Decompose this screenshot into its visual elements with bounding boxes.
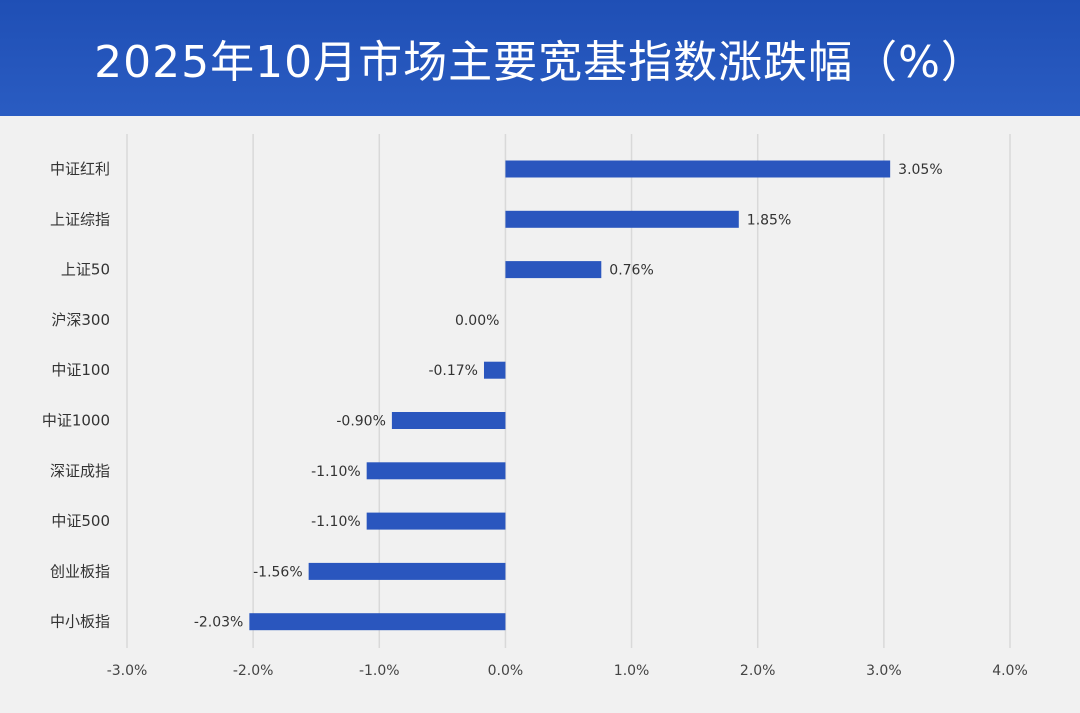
value-label: 1.85%: [747, 212, 791, 228]
category-label: 沪深300: [51, 311, 110, 329]
value-label: 3.05%: [898, 162, 942, 178]
bar: [505, 160, 891, 178]
bar: [308, 562, 506, 580]
bar: [505, 210, 739, 228]
x-tick-label: 0.0%: [488, 663, 524, 679]
x-tick-label: -1.0%: [359, 663, 400, 679]
x-tick-label: -2.0%: [233, 663, 274, 679]
value-label: -1.10%: [311, 464, 361, 480]
category-label: 创业板指: [50, 562, 110, 580]
category-label: 中证100: [51, 361, 110, 379]
x-tick-label: 1.0%: [614, 663, 650, 679]
value-label: -1.10%: [311, 514, 361, 530]
value-label: -0.90%: [336, 414, 386, 430]
x-axis-tick-labels: -3.0% -2.0% -1.0% 0.0% 1.0% 2.0% 3.0% 4.0%: [107, 663, 1028, 679]
x-tick-label: 2.0%: [740, 663, 776, 679]
bar: [249, 613, 506, 631]
chart-title: 2025年10月市场主要宽基指数涨跌幅（%）: [94, 37, 986, 88]
category-label: 中证500: [51, 512, 110, 530]
bar: [505, 261, 602, 279]
bar: [483, 361, 506, 379]
x-tick-label: -3.0%: [107, 663, 148, 679]
value-label: 0.00%: [455, 313, 499, 329]
value-label: -0.17%: [428, 363, 478, 379]
bars: [249, 160, 891, 631]
category-label: 上证50: [61, 261, 110, 279]
bar: [366, 462, 506, 480]
category-label: 上证综指: [50, 210, 110, 228]
category-label: 中证红利: [50, 160, 110, 178]
category-label: 中小板指: [50, 613, 110, 631]
category-label: 深证成指: [50, 462, 110, 480]
value-label: -2.03%: [194, 615, 244, 631]
value-labels: 3.05% 1.85% 0.76% 0.00% -0.17% -0.90% -1.10% -1…: [194, 162, 943, 631]
category-label: 中证1000: [42, 412, 110, 430]
bar: [366, 512, 506, 530]
x-tick-label: 3.0%: [866, 663, 902, 679]
bar: [391, 412, 506, 429]
value-label: 0.76%: [609, 263, 653, 279]
x-tick-label: 4.0%: [992, 663, 1028, 679]
title-bar: 2025年10月市场主要宽基指数涨跌幅（%）: [0, 0, 1080, 116]
value-label: -1.56%: [253, 564, 303, 580]
